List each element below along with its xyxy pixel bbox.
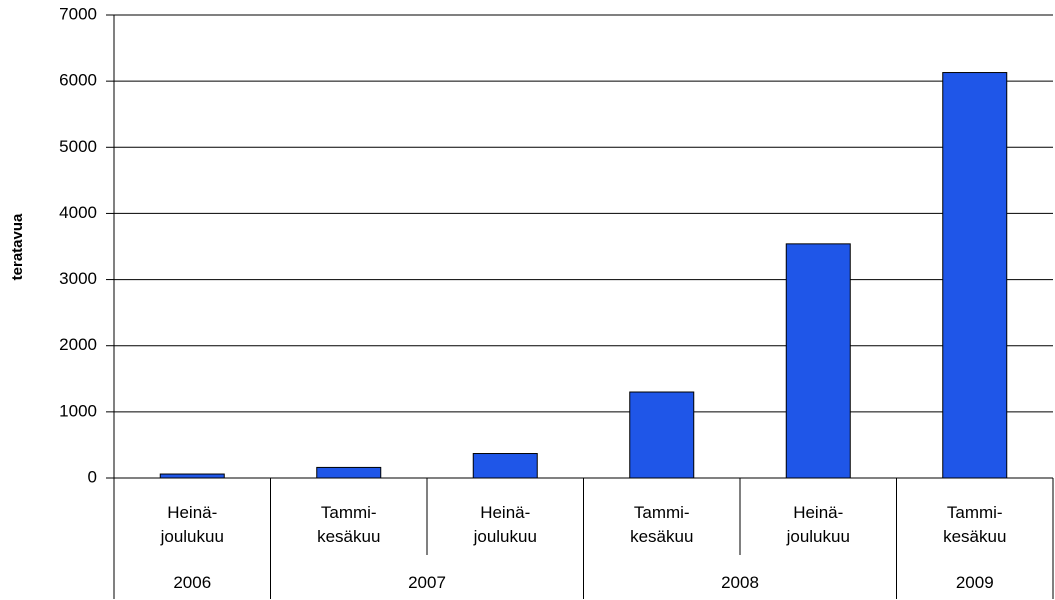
x-tick-label: Heinä- joulukuu — [473, 503, 537, 546]
y-axis-label: teratavua — [9, 213, 26, 280]
y-tick-label: 2000 — [59, 335, 97, 354]
y-tick-label: 6000 — [59, 71, 97, 90]
bar — [629, 391, 695, 479]
x-tick-label: Tammi- kesäkuu — [630, 503, 694, 546]
bar — [942, 72, 1008, 479]
y-tick-label: 0 — [88, 467, 97, 486]
group-label: 2008 — [721, 573, 759, 592]
y-tick-label: 4000 — [59, 203, 97, 222]
x-tick-label: Heinä- joulukuu — [160, 503, 224, 546]
group-label: 2009 — [955, 573, 994, 592]
y-tick-label: 1000 — [59, 401, 97, 420]
y-tick-label: 5000 — [59, 137, 97, 156]
x-tick-label: Tammi- kesäkuu — [317, 503, 381, 546]
bar — [316, 466, 382, 479]
group-label: 2006 — [173, 573, 212, 592]
x-tick-label: Tammi- kesäkuu — [943, 503, 1007, 546]
y-tick-label: 7000 — [59, 4, 97, 23]
bar — [785, 243, 851, 479]
group-label: 2007 — [408, 573, 446, 592]
x-tick-label: Heinä- joulukuu — [786, 503, 850, 546]
bar — [159, 473, 225, 479]
y-tick-label: 3000 — [59, 269, 97, 288]
bar — [472, 453, 538, 479]
